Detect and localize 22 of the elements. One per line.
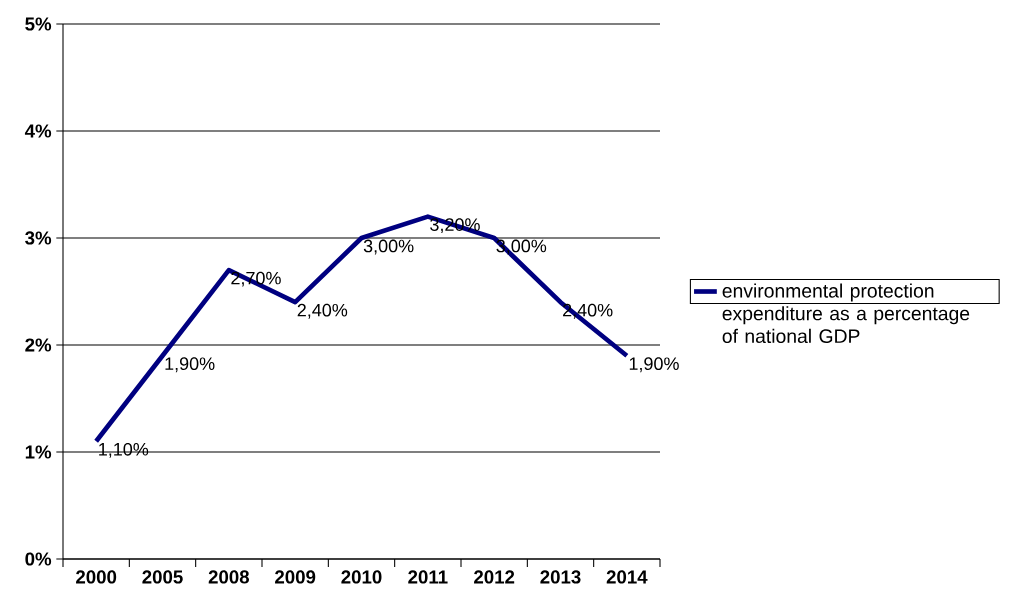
data-label: 1,10%: [99, 442, 149, 458]
data-label: 2,40%: [297, 303, 348, 319]
x-tick-label: 2009: [275, 570, 316, 584]
y-tick-label: 3%: [25, 231, 52, 245]
y-tick-label: 2%: [25, 338, 52, 352]
line-series: [93, 214, 630, 444]
y-tick-label: 0%: [25, 552, 52, 566]
data-label: 3,00%: [363, 239, 414, 255]
data-label: 1,90%: [629, 357, 679, 373]
x-tick-label: 2010: [341, 570, 382, 584]
x-tick-label: 2013: [540, 570, 581, 584]
x-tick-label: 2008: [208, 570, 250, 584]
x-tick-label: 2000: [76, 570, 117, 584]
x-tick-label: 2011: [408, 570, 448, 584]
data-label: 1,90%: [165, 357, 215, 373]
y-tick-label: 5%: [25, 17, 52, 31]
x-tick-label: 2014: [606, 570, 648, 584]
legend-label: environmental protection expenditure as a percentage of national GDP: [722, 283, 970, 344]
x-tick-label: 2005: [142, 570, 183, 584]
x-tick-label: 2012: [474, 570, 515, 584]
y-tick-label: 1%: [25, 445, 52, 459]
y-tick-label: 4%: [24, 124, 52, 138]
